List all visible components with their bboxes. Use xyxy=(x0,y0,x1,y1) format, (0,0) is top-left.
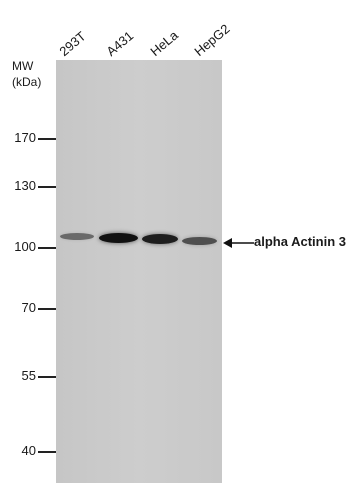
mw-marker-tick xyxy=(38,186,56,188)
mw-header-line2: (kDa) xyxy=(12,75,42,89)
mw-marker-100: 100 xyxy=(0,240,60,254)
blot-membrane xyxy=(56,60,222,483)
mw-marker-value: 55 xyxy=(21,368,36,383)
lane-label-hepg2: HepG2 xyxy=(191,21,233,59)
mw-marker-170: 170 xyxy=(0,131,60,145)
lane-label-a431: A431 xyxy=(103,27,137,59)
lane-label-293t: 293T xyxy=(56,28,89,59)
arrow-left-icon xyxy=(223,238,254,248)
mw-marker-130: 130 xyxy=(0,179,60,193)
mw-marker-tick xyxy=(38,451,56,453)
band-hepg2 xyxy=(182,237,217,245)
mw-marker-value: 70 xyxy=(21,300,36,315)
mw-marker-70: 70 xyxy=(0,301,60,315)
mw-marker-value: 170 xyxy=(14,130,36,145)
band-293t xyxy=(60,233,94,240)
mw-marker-tick xyxy=(38,138,56,140)
mw-marker-55: 55 xyxy=(0,369,60,383)
mw-header: MW (kDa) xyxy=(12,58,41,90)
mw-marker-tick xyxy=(38,308,56,310)
band-label: alpha Actinin 3 xyxy=(254,234,346,249)
mw-header-line1: MW xyxy=(12,59,34,73)
mw-marker-value: 130 xyxy=(14,178,36,193)
mw-marker-value: 40 xyxy=(21,443,36,458)
mw-marker-tick xyxy=(38,247,56,249)
mw-marker-tick xyxy=(38,376,56,378)
band-hela xyxy=(142,234,178,244)
lane-label-hela: HeLa xyxy=(147,27,181,59)
mw-marker-value: 100 xyxy=(14,239,36,254)
mw-marker-40: 40 xyxy=(0,444,60,458)
band-a431 xyxy=(99,233,138,243)
